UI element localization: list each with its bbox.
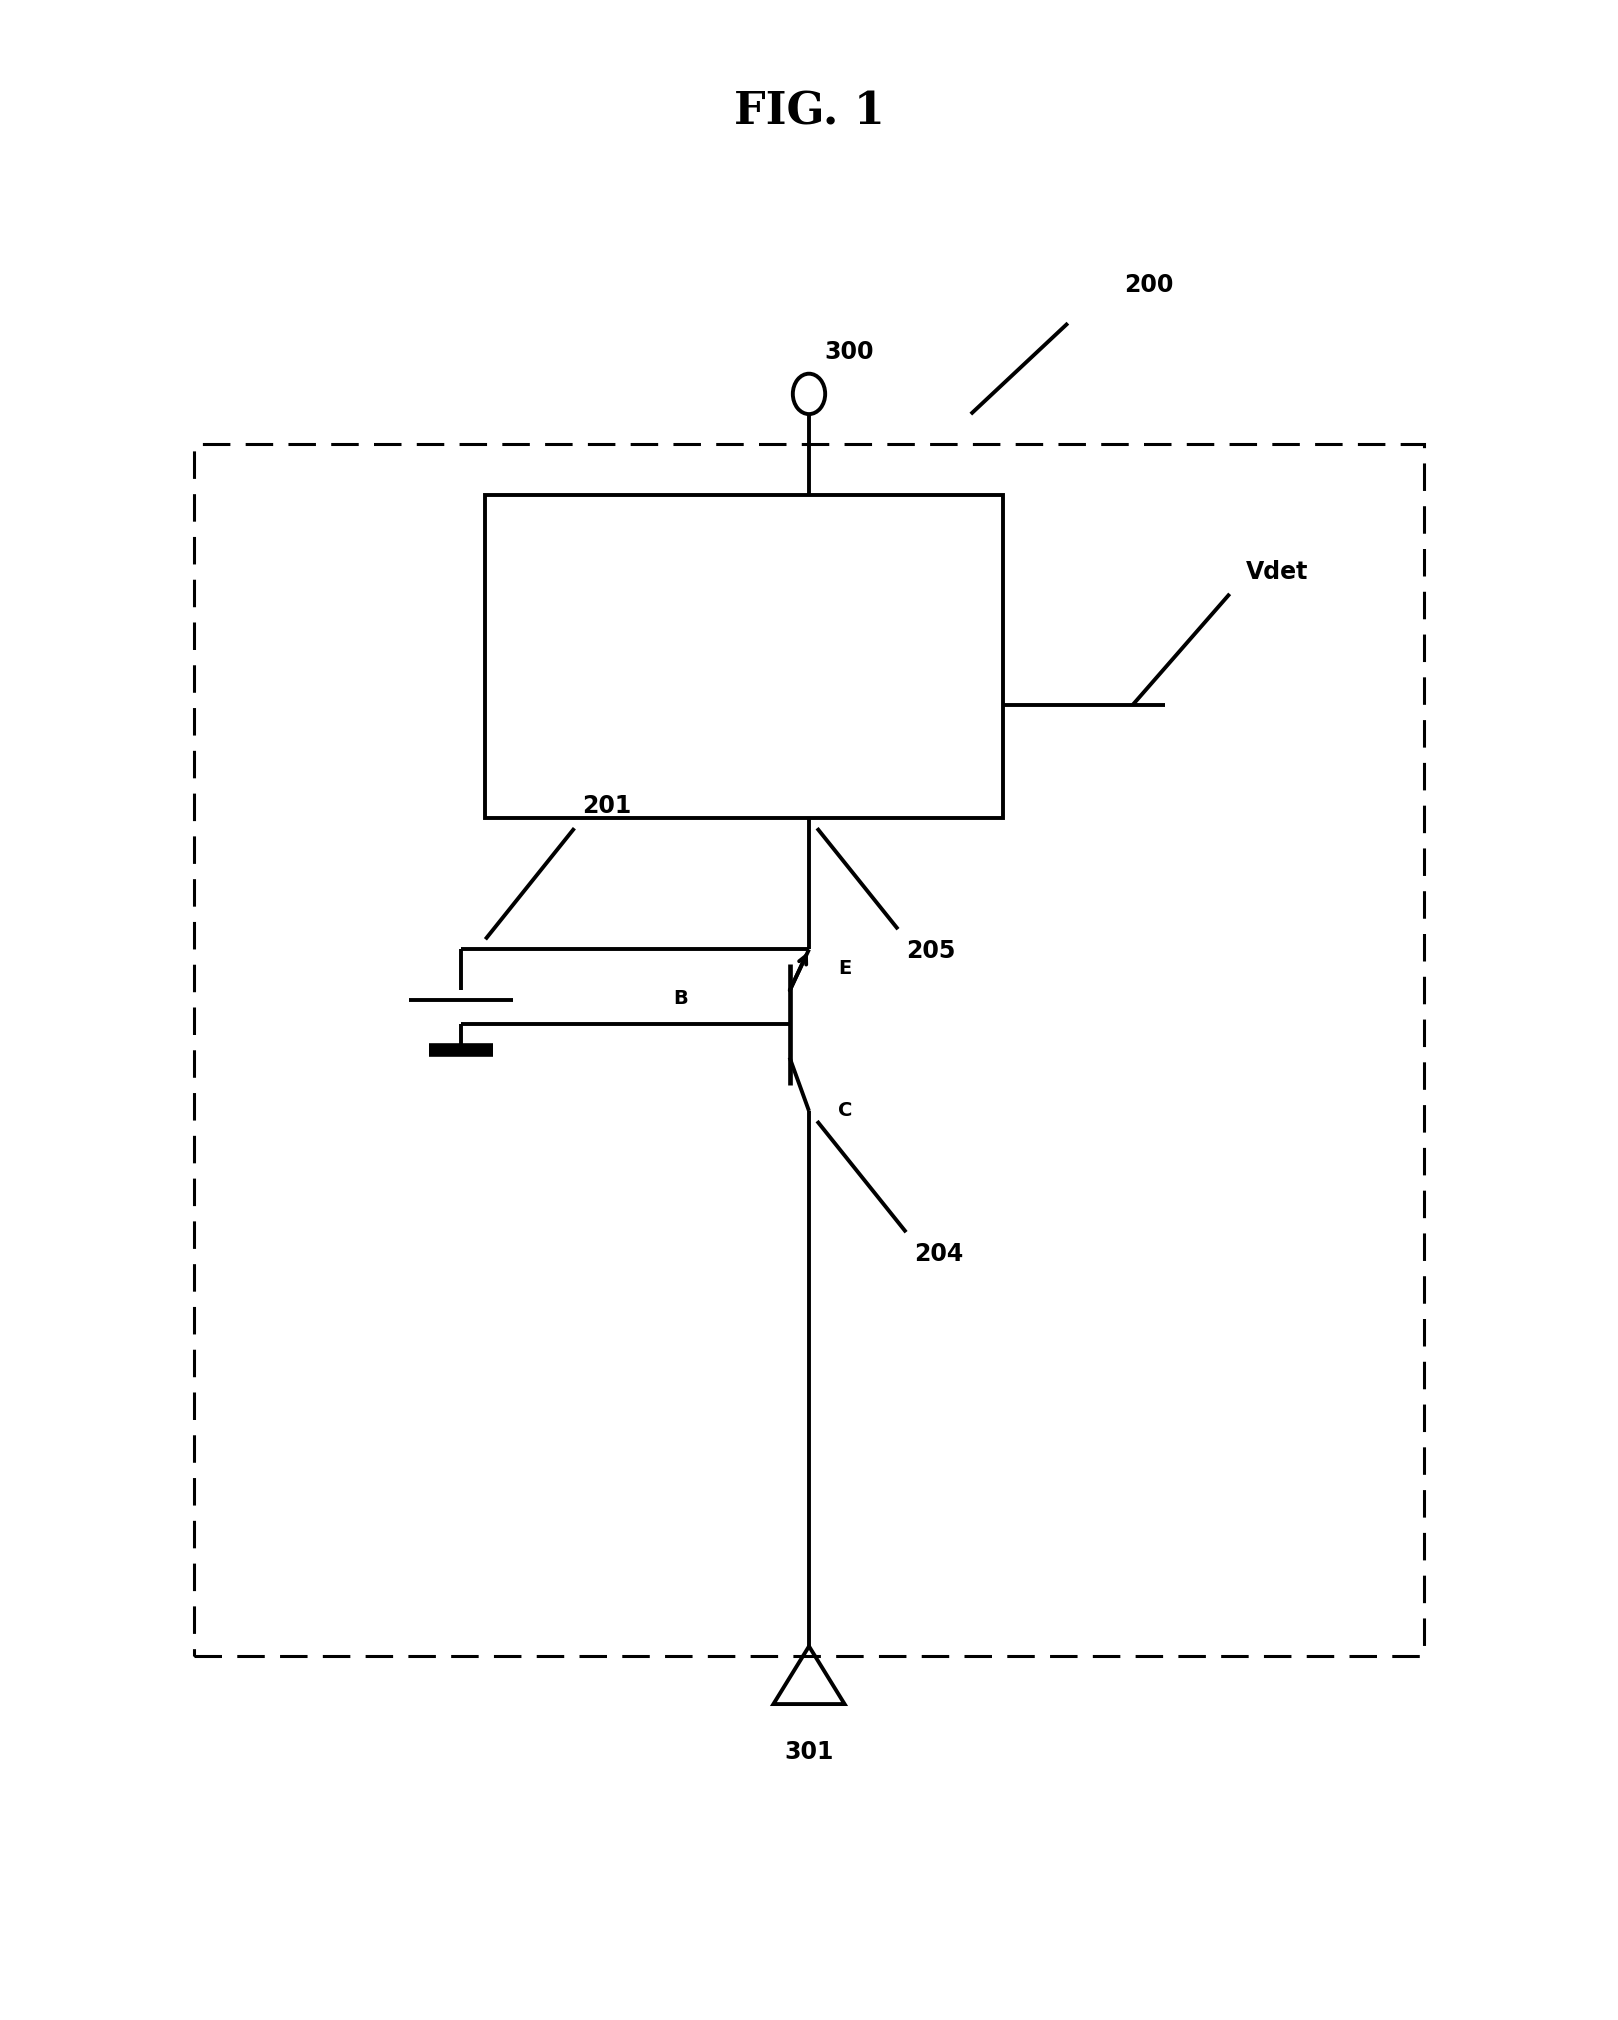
Text: Vdet: Vdet — [1246, 560, 1309, 584]
Text: 300: 300 — [825, 339, 874, 364]
Text: 200: 200 — [1125, 273, 1175, 297]
Text: FIG. 1: FIG. 1 — [733, 91, 885, 133]
Text: 204: 204 — [914, 1242, 963, 1267]
Text: B: B — [673, 990, 688, 1008]
Text: 201: 201 — [582, 794, 631, 818]
Text: E: E — [838, 960, 851, 978]
Text: C: C — [838, 1101, 853, 1119]
Text: 301: 301 — [785, 1741, 833, 1763]
Bar — [485, 495, 1003, 818]
Text: 205: 205 — [906, 939, 956, 964]
Bar — [194, 444, 1424, 1656]
